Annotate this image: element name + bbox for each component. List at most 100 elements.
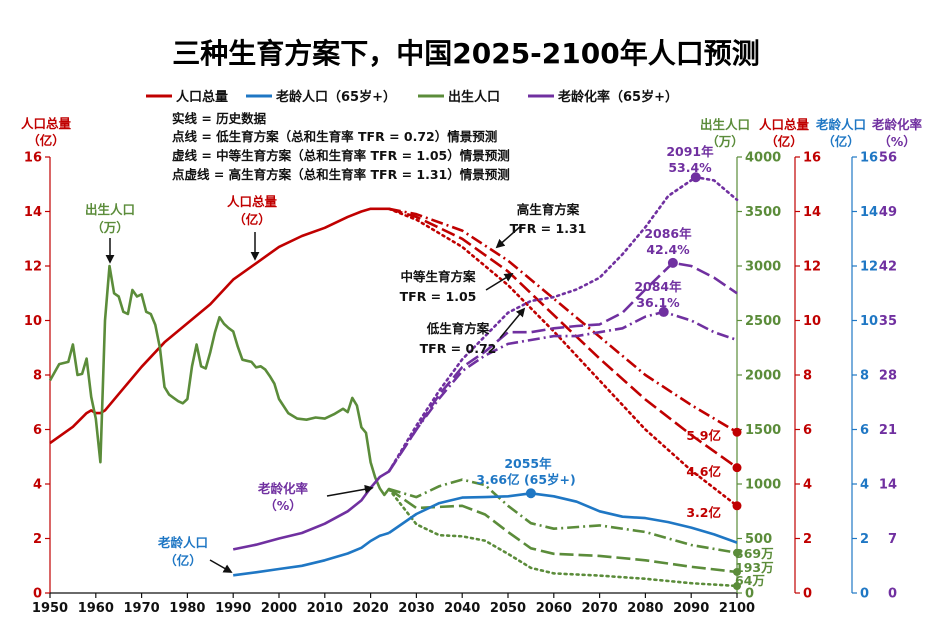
elderly-tick-label: 6 [860, 423, 869, 438]
aging-annotation-1: 老龄化率 [257, 481, 309, 496]
end-total-marker [732, 501, 742, 511]
left-tick-label: 6 [33, 423, 42, 438]
series-line [388, 487, 738, 574]
mid-scenario-label: 中等生育方案 [400, 269, 476, 284]
x-tick-label: 2040 [444, 601, 480, 616]
aging-tick-label: 21 [879, 423, 897, 438]
total-tick-label: 4 [803, 478, 812, 493]
series-line [48, 264, 390, 497]
total-axis-title-1: 人口总量 [759, 117, 810, 132]
peak-2091-value: 53.4% [668, 160, 712, 175]
peak-2084-value: 36.1% [636, 295, 680, 310]
births-annotation-2: （万） [91, 220, 129, 235]
left-tick-label: 14 [24, 205, 42, 220]
total-axis-title-2: （亿） [765, 134, 803, 149]
births-axis-title-2: （万） [706, 134, 744, 149]
aging-tick-label: 35 [879, 314, 897, 329]
births-tick-label: 2500 [745, 314, 781, 329]
left-tick-label: 0 [33, 587, 42, 602]
left-tick-label: 10 [24, 314, 42, 329]
peak-2091-year: 2091年 [666, 144, 714, 159]
x-tick-label: 1970 [124, 601, 160, 616]
high-scenario-arrow [495, 224, 523, 249]
axis-titles: 人口总量 （亿） 出生人口 （万） 人口总量 （亿） 老龄人口 （亿） 老龄化率… [21, 116, 923, 149]
total-tick-label: 6 [803, 423, 812, 438]
elderly-annotation-arrow [209, 559, 233, 573]
aging-tick-label: 7 [888, 532, 897, 547]
total-annotation-2: （亿） [233, 212, 271, 227]
births-axis-title-1: 出生人口 [700, 117, 750, 132]
series-line [387, 310, 738, 473]
left-axis-title-1: 人口总量 [21, 116, 72, 131]
x-tick-label: 2070 [582, 601, 618, 616]
legend-elderly-label: 老龄人口（65岁+） [275, 89, 396, 105]
left-tick-label: 4 [33, 478, 42, 493]
elderly-tick-label: 4 [860, 478, 869, 493]
legend: 人口总量 老龄人口（65岁+） 出生人口 老龄化率（65岁+） [146, 89, 678, 105]
mid-scenario-arrow [485, 273, 514, 291]
end-total-marker [732, 463, 742, 473]
x-tick-label: 2090 [673, 601, 709, 616]
elderly-annotation-2: （亿） [164, 553, 202, 568]
left-tick-label: 16 [24, 151, 42, 166]
aging-axis-title-1: 老龄化率 [871, 117, 923, 132]
note-dashdot: 点虚线 = 高生育方案（总和生育率 TFR = 1.31）情景预测 [172, 167, 510, 182]
aging-axis-title-2: （%） [878, 134, 916, 149]
peak-2084-year: 2084年 [634, 279, 682, 294]
total-tick-label: 10 [803, 314, 821, 329]
end-births-low: 64万 [735, 573, 765, 588]
peak-marker [658, 306, 669, 317]
peak-2086-year: 2086年 [644, 226, 692, 241]
series-line [388, 478, 738, 555]
series-line [387, 175, 739, 473]
total-tick-label: 2 [803, 532, 812, 547]
legend-aging-label: 老龄化率（65岁+） [557, 89, 678, 105]
note-dashed: 虚线 = 中等生育方案（总和生育率 TFR = 1.05）情景预测 [172, 148, 510, 163]
data-markers [525, 172, 742, 591]
total-annotation-1: 人口总量 [227, 194, 278, 209]
end-total-mid: 4.6亿 [686, 464, 721, 479]
aging-annotation-2: （%） [264, 498, 302, 513]
births-tick-label: 500 [745, 532, 772, 547]
elderly-tick-label: 10 [860, 314, 878, 329]
end-total-high: 5.9亿 [686, 428, 721, 443]
elderly-tick-label: 12 [860, 260, 878, 275]
elderly-tick-label: 16 [860, 151, 878, 166]
x-tick-label: 1990 [215, 601, 251, 616]
legend-births-label: 出生人口 [448, 89, 500, 105]
peak-marker [525, 488, 536, 499]
line-style-notes: 实线 = 历史数据 点线 = 低生育方案（总和生育率 TFR = 0.72）情景… [172, 111, 510, 182]
aging-tick-label: 56 [879, 151, 897, 166]
low-scenario-arrow [499, 307, 526, 339]
births-tick-label: 1000 [745, 478, 781, 493]
births-annotation-1: 出生人口 [85, 202, 135, 217]
elderly-axis-title-1: 老龄人口 [815, 117, 866, 132]
series-line [232, 470, 390, 551]
end-births-mid: 193万 [735, 560, 774, 575]
elderly-tick-label: 2 [860, 532, 869, 547]
x-tick-label: 1950 [32, 601, 68, 616]
left-tick-label: 2 [33, 532, 42, 547]
aging-tick-label: 28 [879, 369, 897, 384]
elderly-peak-value: 3.66亿 (65岁+) [476, 472, 576, 487]
series-line [388, 207, 738, 469]
series-line [387, 207, 739, 508]
peak-2086-value: 42.4% [646, 242, 690, 257]
low-scenario-tfr: TFR = 0.72 [420, 341, 497, 356]
series-line [49, 207, 389, 445]
end-total-low: 3.2亿 [686, 505, 721, 520]
x-tick-label: 2020 [353, 601, 389, 616]
births-tick-label: 4000 [745, 151, 781, 166]
births-tick-label: 3500 [745, 205, 781, 220]
total-tick-label: 12 [803, 260, 821, 275]
births-tick-label: 2000 [745, 369, 781, 384]
elderly-axis-title-2: （亿） [822, 134, 860, 149]
aging-tick-label: 42 [879, 260, 897, 275]
x-tick-label: 2010 [307, 601, 343, 616]
end-total-marker [732, 427, 742, 437]
x-tick-label: 2050 [490, 601, 526, 616]
x-tick-label: 1980 [169, 601, 205, 616]
series-line [387, 261, 738, 473]
elderly-tick-label: 8 [860, 369, 869, 384]
